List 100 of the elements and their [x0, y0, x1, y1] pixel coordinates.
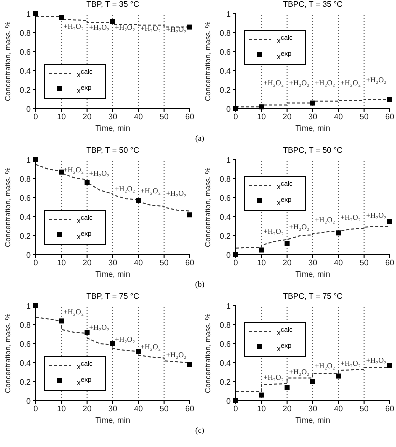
- y-tick-label: 0: [226, 104, 232, 114]
- point: [310, 100, 316, 106]
- x-tick-label: 0: [34, 404, 39, 414]
- y-tick-label: 0.2: [20, 232, 32, 241]
- x-tick-label: 10: [57, 258, 67, 268]
- x-tick-label: 50: [160, 404, 170, 414]
- point: [310, 380, 316, 384]
- y-tick-label: 0.6: [20, 340, 32, 349]
- point: [84, 330, 90, 336]
- y-tick-label: 0.8: [220, 28, 232, 38]
- x-tick-label: 50: [360, 112, 370, 122]
- y-tick-label: 0.6: [20, 194, 32, 203]
- point: [59, 318, 64, 324]
- y-tick-label: 0.4: [220, 212, 232, 222]
- x-tick-label: 60: [386, 258, 395, 268]
- chart-title: TBP, T = 50 °C: [86, 146, 140, 155]
- x-axis-title: Time, min: [296, 124, 330, 133]
- point: [84, 180, 90, 186]
- legend-label: x$^{calc}$: [277, 34, 294, 48]
- y-tick-label: 0.6: [220, 194, 232, 203]
- legend-label: x$^{exp}$: [277, 342, 293, 356]
- x-tick-label: 10: [57, 112, 67, 122]
- y-tick-label: 0.8: [220, 320, 232, 330]
- legend-label: x$^{exp}$: [277, 50, 293, 64]
- y-tick-label: 1: [226, 156, 232, 165]
- point: [136, 349, 142, 354]
- point: [284, 385, 290, 390]
- y-tick-label: 0.2: [220, 378, 232, 387]
- y-tick-label: 0.6: [220, 48, 232, 57]
- x-tick-label: 0: [34, 258, 39, 268]
- x-tick-label: 30: [108, 112, 118, 122]
- x-tick-label: 10: [257, 258, 267, 268]
- legend-label: x$^{exp}$: [77, 84, 93, 98]
- x-tick-label: 30: [308, 404, 318, 414]
- chart-title: TBPC, T = 75 °C: [282, 292, 344, 301]
- y-tick-label: 1: [26, 156, 32, 165]
- point: [188, 362, 192, 368]
- x-tick-label: 60: [186, 258, 195, 268]
- y-tick-label: 1: [26, 302, 32, 311]
- point: [188, 212, 192, 218]
- y-tick-label: 0.8: [220, 174, 232, 184]
- chart-title: TBP, T = 35 °C: [86, 0, 140, 9]
- x-tick-label: 30: [108, 258, 118, 268]
- y-tick-label: 0.4: [220, 358, 232, 368]
- x-tick-label: 0: [234, 258, 239, 268]
- x-tick-label: 0: [234, 112, 239, 122]
- point: [136, 198, 142, 204]
- y-tick-label: 0: [226, 396, 232, 406]
- point: [336, 230, 342, 236]
- x-tick-label: 20: [282, 258, 292, 268]
- x-tick-label: 50: [360, 258, 370, 268]
- x-tick-label: 20: [282, 404, 292, 414]
- legend-label: x$^{calc}$: [277, 326, 294, 340]
- x-tick-label: 50: [360, 404, 370, 414]
- chart-title: TBP, T = 75 °C: [86, 292, 140, 301]
- point: [388, 97, 392, 102]
- point: [336, 374, 342, 379]
- y-tick-label: 0: [26, 396, 32, 406]
- x-tick-label: 10: [257, 404, 267, 414]
- point: [388, 219, 392, 224]
- point: [259, 248, 264, 253]
- x-axis-title: Time, min: [96, 416, 130, 425]
- y-tick-label: 1: [226, 302, 232, 311]
- x-tick-label: 40: [334, 258, 344, 268]
- line-series: [36, 164, 190, 212]
- y-tick-label: 0: [26, 250, 32, 260]
- x-tick-label: 40: [334, 404, 344, 414]
- x-tick-label: 0: [234, 404, 239, 414]
- x-tick-label: 40: [134, 258, 144, 268]
- y-tick-label: 0.8: [20, 174, 32, 184]
- x-tick-label: 40: [134, 112, 144, 122]
- chart-title: TBPC, T = 50 °C: [282, 146, 344, 155]
- y-tick-label: 0: [26, 104, 32, 114]
- y-tick-label: 1: [226, 10, 232, 19]
- x-tick-label: 30: [308, 258, 318, 268]
- x-tick-label: 10: [257, 112, 267, 122]
- y-tick-label: 0.6: [220, 340, 232, 349]
- x-tick-label: 20: [82, 258, 92, 268]
- y-tick-label: 0.2: [220, 86, 232, 95]
- x-tick-label: 60: [186, 112, 195, 122]
- y-tick-label: 0: [226, 250, 232, 260]
- x-axis-title: Time, min: [296, 416, 330, 425]
- legend-label: x$^{calc}$: [77, 68, 94, 82]
- point: [259, 392, 264, 398]
- point: [188, 24, 192, 30]
- x-tick-label: 0: [34, 112, 39, 122]
- point: [284, 241, 290, 246]
- y-tick-label: 0.4: [20, 358, 32, 368]
- text: (a): [196, 134, 204, 143]
- y-tick-label: 0.8: [20, 28, 32, 38]
- point: [388, 363, 392, 368]
- legend-label: x$^{calc}$: [77, 214, 94, 228]
- x-tick-label: 20: [82, 112, 92, 122]
- legend-label: x$^{calc}$: [277, 180, 294, 194]
- point: [259, 104, 264, 110]
- y-tick-label: 0.6: [20, 48, 32, 57]
- point: [110, 342, 116, 346]
- x-tick-label: 60: [186, 404, 195, 414]
- point: [110, 19, 116, 24]
- legend-label: x$^{exp}$: [277, 196, 293, 210]
